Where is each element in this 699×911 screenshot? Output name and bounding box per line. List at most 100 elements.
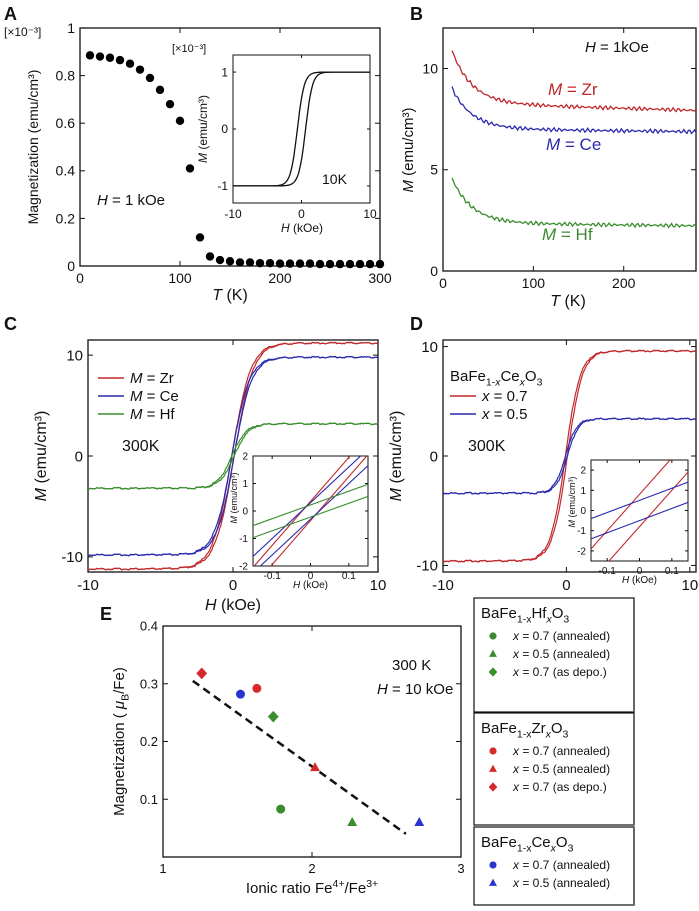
panel-e-legend-marker [489, 878, 497, 886]
panel-a-inset-annotation: 10K [322, 171, 348, 187]
panel-c-inset-xlabel: H (kOe) [293, 580, 328, 591]
panel-c-ylabel-part: M [33, 487, 50, 501]
panel-b-xlabel-part: (K) [560, 293, 586, 310]
panel-c-legend-label-part: M [130, 370, 143, 387]
panel-c-inset-ytick-label: 0 [242, 507, 248, 518]
panel-c-inset-xlabel-part: (kOe) [300, 580, 328, 591]
panel-b-frame [442, 27, 697, 272]
panel-e-data-point [310, 762, 320, 772]
panel-c-inset-ytick-label: 2 [242, 452, 248, 463]
panel-e-legend-title-part: x [545, 729, 552, 741]
panel-b-ytick-label: 10 [422, 60, 438, 76]
panel-e-legend-label-part: = 0.7 (annealed) [519, 744, 610, 758]
panel-a-annotation-part: H [97, 192, 108, 209]
panel-a-ytick-label: 0.6 [56, 115, 76, 131]
panel-c-inset-ylabel-part: (emu/cm³) [229, 473, 239, 517]
panel-c-inset-frame [252, 455, 369, 567]
panel-d-legend-title-part: O [525, 368, 537, 385]
panel-c-legend-label-part: = Ce [143, 388, 179, 405]
panel-a-data-point [295, 259, 305, 268]
panel-e-legend-label-part: x [512, 647, 520, 661]
panel-b-xtick-label: 200 [612, 275, 636, 291]
panel-d-inset-frame [590, 459, 689, 562]
panel-e-legend-title-part: 1-x [517, 729, 532, 741]
panel-d-inset-xtick-label: 0 [637, 566, 643, 577]
panel-c-annotation: 300K [122, 438, 160, 455]
panel-d-inset-ytick-label: -1 [577, 526, 586, 537]
panel-a-inset-ylabel-part: (emu/cm³) [196, 95, 210, 153]
panel-e-ytick-label: 0.4 [140, 619, 158, 634]
panel-d-loop [442, 349, 697, 563]
panel-e-legend-marker [489, 747, 497, 755]
panel-d-legend-title-part: 1- [486, 377, 496, 389]
panel-a-xlabel-part: T [212, 287, 223, 304]
panel-d-inset-branch [591, 501, 688, 540]
panel-e-legend-label: x = 0.7 (annealed) [512, 858, 610, 872]
panel-label-d: D [410, 314, 423, 334]
panel-c-ytick-label: 0 [75, 448, 83, 465]
panel-d-inset-ylabel: M (emu/cm³) [567, 477, 577, 528]
panel-b-series-line [451, 177, 697, 229]
panel-d-ylabel: M (emu/cm³) [388, 411, 405, 502]
panel-a-data-point [345, 259, 355, 269]
panel-e-legend-title-part: BaFe [481, 605, 517, 622]
panel-d-legend-title-part: Ce [500, 368, 519, 385]
panel-b-series-label-part: = Zr [562, 80, 598, 99]
panel-a-data-point [305, 259, 315, 268]
panel-d-inset-branch [591, 481, 688, 520]
panel-b-series-label: M = Hf [542, 225, 593, 244]
panel-a-xtick-label: 200 [268, 270, 292, 286]
panel-a-data-point [145, 73, 155, 83]
panel-e-legend-title-part: 1-x [517, 614, 532, 626]
panel-e-ylabel-part: B [120, 694, 132, 701]
panel-e-legend-marker [489, 861, 497, 869]
panel-label-e: E [100, 604, 112, 624]
panel-b-annotation-part: H [585, 39, 596, 56]
panel-c-ytick-label: 10 [66, 347, 83, 364]
panel-e-ytick-label: 0.1 [140, 792, 158, 807]
panel-e-data-point [235, 689, 245, 699]
panel-c-inset-branch [253, 483, 368, 527]
panel-e-legend-label: x = 0.7 (as depo.) [512, 780, 607, 794]
panel-b-ylabel: M (emu/cm³) [400, 108, 417, 193]
panel-d-legend-title-part: 3 [537, 377, 543, 389]
panel-a-inset-ylabel-part: M [196, 153, 210, 163]
panel-c-xlabel-part: H [205, 597, 217, 614]
panel-d-inset-xlabel: H (kOe) [622, 575, 657, 586]
panel-e-ylabel: Magnetization ( μB/Fe) [111, 667, 132, 816]
panel-d-xtick-label: 10 [681, 577, 698, 594]
panel-a-data-point [165, 99, 175, 109]
panel-a-data-point [175, 116, 185, 126]
panel-c-legend-label: M = Zr [130, 370, 174, 387]
panel-c-legend-label-part: = Hf [143, 406, 176, 423]
panel-c-inset-xtick-label: 0.1 [342, 571, 356, 582]
panel-a-annotation: H = 1 kOe [97, 192, 165, 209]
panel-c-inset-branch [253, 495, 368, 539]
panel-c-xtick-label: 10 [370, 577, 387, 594]
panel-b-series-label-part: = Hf [556, 225, 593, 244]
panel-c-inset-ytick-label: -1 [239, 534, 248, 545]
panel-e-legend-label-part: x [512, 665, 520, 679]
panel-a-inset-frame [232, 54, 371, 204]
panel-b-ytick-label: 0 [430, 263, 438, 279]
panel-c-xlabel: H (kOe) [205, 597, 261, 614]
panel-d-ytick-label: -10 [416, 558, 438, 575]
panel-a-inset-xtick-label: 10 [363, 207, 377, 221]
panel-e-data-point [196, 667, 208, 680]
panel-b-ylabel-part: (emu/cm³) [400, 108, 417, 181]
panel-e-legend-title-part: x [550, 843, 557, 855]
panel-b-series-label-part: = Ce [560, 135, 601, 154]
panel-a-xtick-label: 0 [76, 270, 84, 286]
panel-e-legend-title: BaFe1-xHfxO3 [481, 605, 569, 626]
panel-e-legend-box [473, 712, 635, 826]
panel-e-legend-label: x = 0.7 (annealed) [512, 629, 610, 643]
panel-a-data-point [185, 164, 195, 173]
panel-a-inset-xtick-label: 0 [298, 207, 305, 221]
panel-e-legend-label-part: = 0.5 (annealed) [519, 647, 610, 661]
panel-a-ytick-label: 0.2 [56, 210, 76, 226]
panel-e-legend-title: BaFe1-xCexO3 [481, 834, 574, 855]
panel-e-legend-label: x = 0.7 (annealed) [512, 744, 610, 758]
panel-c-inset-xtick-label: -0.1 [264, 571, 282, 582]
